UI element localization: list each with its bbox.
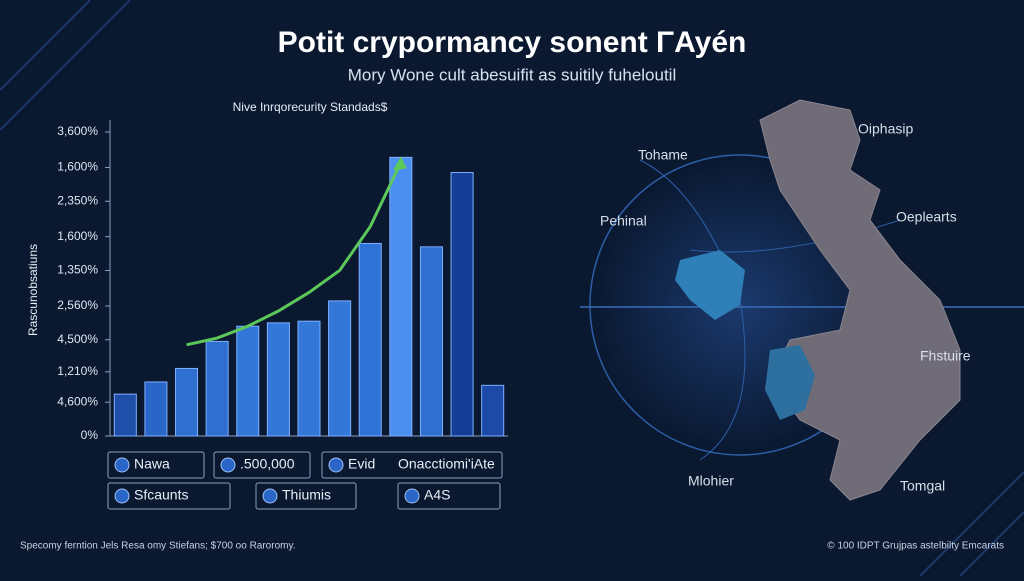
- legend-box: [213, 451, 311, 479]
- bar: [450, 172, 474, 437]
- page-title: Potit crypormancy sonent ΓAyén: [278, 26, 747, 59]
- y-tick-label: 0%: [81, 428, 99, 442]
- map-label: Mlohier: [688, 473, 734, 489]
- legend-box: [321, 451, 503, 479]
- legend-label: Sfcaunts: [134, 487, 188, 503]
- map-label: Pehinal: [600, 213, 647, 229]
- bar: [481, 384, 505, 437]
- map: [580, 99, 1024, 501]
- y-tick-label: 1,210%: [57, 364, 98, 378]
- legend-label: A4S: [424, 487, 450, 503]
- page-subtitle: Mory Wone cult abesuifit as suitily fuhe…: [348, 65, 677, 84]
- map-label: Oiphasip: [858, 121, 913, 137]
- map-region: [765, 345, 815, 420]
- bar: [297, 320, 321, 437]
- chart-title: Nive Inrqorecurity Standads$: [233, 100, 388, 114]
- legend-box: [397, 482, 501, 510]
- bar: [328, 300, 352, 437]
- y-tick-label: 1,600%: [57, 160, 98, 174]
- y-tick-label: 4,500%: [57, 332, 98, 346]
- map-label: Tomgal: [900, 478, 945, 494]
- trend-arrow: [392, 156, 407, 171]
- map-label: Oeplearts: [896, 209, 957, 225]
- legend-box: [107, 482, 231, 510]
- legend-label: Evid: [348, 456, 375, 472]
- legend-icon: [404, 488, 420, 504]
- legend-label: Onacctiomi'iAte: [398, 456, 495, 472]
- legend-icon: [114, 488, 130, 504]
- bar: [358, 242, 382, 437]
- legend-box: [107, 451, 205, 479]
- y-axis-label: Rascunobsatiuns: [26, 244, 40, 336]
- legend-icon: [262, 488, 278, 504]
- trend-line: [186, 161, 403, 347]
- legend-icon: [114, 457, 130, 473]
- bar: [113, 393, 137, 437]
- map-region: [675, 250, 745, 320]
- map-label: Tohame: [638, 147, 688, 163]
- map-land: [759, 99, 961, 501]
- legend-label: Thiumis: [282, 487, 331, 503]
- bar: [144, 381, 168, 437]
- bar: [389, 156, 413, 437]
- bar: [175, 367, 199, 437]
- y-tick-label: 1,350%: [57, 263, 98, 277]
- map-label: Fhstuire: [920, 348, 971, 364]
- legend-icon: [328, 457, 344, 473]
- y-tick-label: 2,350%: [57, 193, 98, 207]
- legend-icon: [220, 457, 236, 473]
- y-tick-label: 1,600%: [57, 229, 98, 243]
- footer-left: Specomy ferntion Jels Resa omy Stiefans;…: [20, 541, 296, 552]
- y-tick-label: 4,600%: [57, 394, 98, 408]
- bar: [236, 325, 260, 437]
- y-tick-label: 2,560%: [57, 298, 98, 312]
- legend-label: .500,000: [240, 456, 295, 472]
- legend-label: Nawa: [134, 456, 170, 472]
- footer-right: © 100 IDPT Grujpas astelbilty Emcarats: [827, 541, 1004, 552]
- bar: [205, 340, 229, 437]
- bar: [266, 322, 290, 437]
- legend-box: [255, 482, 357, 510]
- y-tick-label: 3,600%: [57, 124, 98, 138]
- bar: [419, 246, 443, 437]
